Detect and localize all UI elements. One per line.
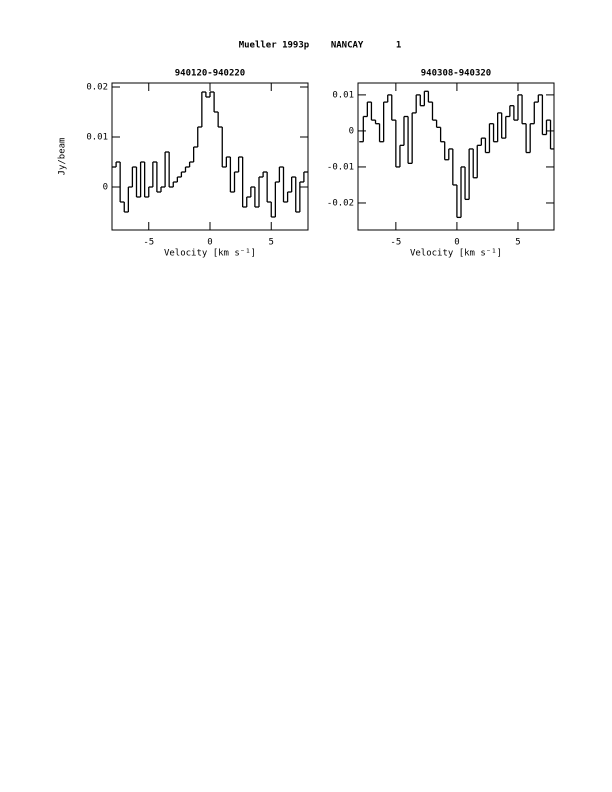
x-tick-label: 5 bbox=[515, 238, 520, 248]
x-axis-label: Velocity [km s⁻¹] bbox=[410, 249, 502, 259]
y-tick-label: 0 bbox=[103, 183, 108, 193]
y-tick-label: 0 bbox=[349, 126, 354, 136]
page-title: Mueller 1993p NANCAY 1 bbox=[239, 41, 402, 51]
y-tick-label: -0.02 bbox=[327, 198, 354, 208]
plot-frame bbox=[357, 82, 555, 231]
x-tick-label: 0 bbox=[207, 238, 212, 248]
y-axis-label: Jy/beam bbox=[58, 138, 68, 176]
y-tick-label: 0.02 bbox=[86, 83, 108, 93]
chart-title: 940308-940320 bbox=[421, 69, 491, 79]
x-tick-label: 5 bbox=[269, 238, 274, 248]
chart-title: 940120-940220 bbox=[175, 69, 245, 79]
x-tick-label: 0 bbox=[454, 238, 459, 248]
y-tick-label: 0.01 bbox=[86, 133, 108, 143]
x-tick-label: -5 bbox=[143, 238, 154, 248]
y-tick-label: -0.01 bbox=[327, 162, 354, 172]
x-axis-label: Velocity [km s⁻¹] bbox=[164, 249, 256, 259]
y-tick-label: 0.01 bbox=[332, 90, 354, 100]
x-tick-label: -5 bbox=[390, 238, 401, 248]
